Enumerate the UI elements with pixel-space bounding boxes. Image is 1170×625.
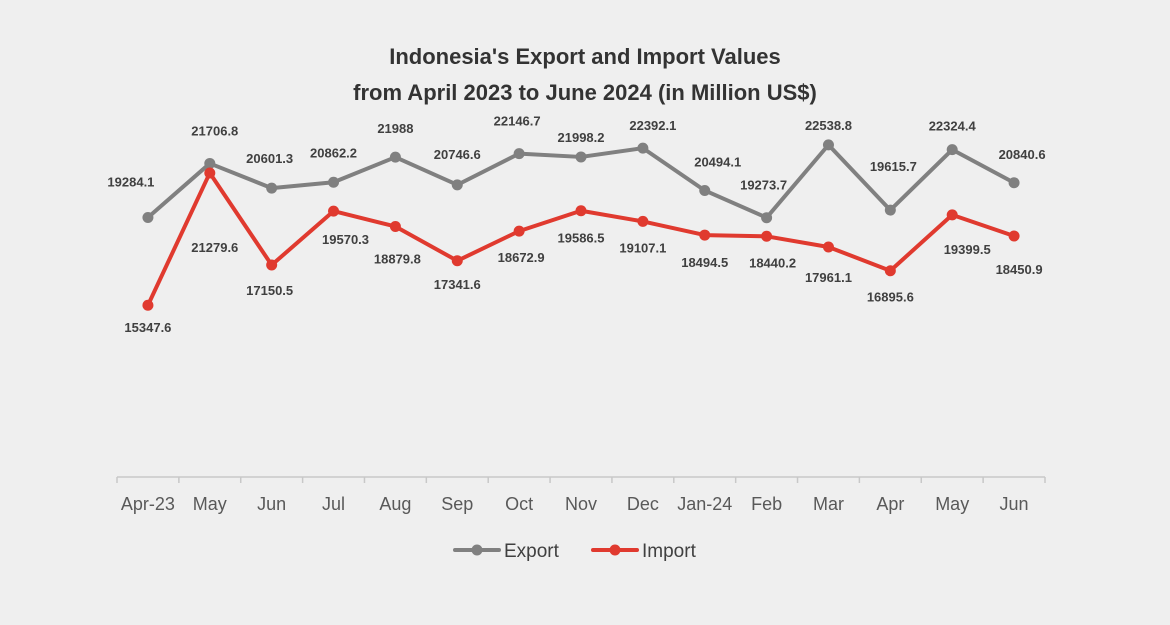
export-data-label: 22538.8	[805, 118, 852, 133]
export-data-label: 20601.3	[246, 151, 293, 166]
import-data-label: 18672.9	[498, 250, 545, 265]
import-data-label: 16895.6	[867, 290, 914, 305]
import-point	[884, 265, 896, 277]
export-data-label: 21998.2	[558, 130, 605, 145]
export-data-label: 20494.1	[694, 154, 741, 169]
import-data-label: 19570.3	[322, 232, 369, 247]
legend-label-export: Export	[504, 541, 560, 562]
export-point	[637, 142, 649, 154]
x-tick-label: Apr-23	[121, 494, 175, 514]
export-point	[699, 184, 711, 196]
export-point	[761, 212, 773, 224]
import-data-label: 18450.9	[996, 262, 1043, 277]
x-tick-label: Jan-24	[677, 494, 732, 514]
export-point	[946, 144, 958, 156]
export-data-label: 21706.8	[191, 123, 238, 138]
legend-label-import: Import	[642, 541, 697, 562]
export-data-label: 21988	[377, 121, 413, 136]
import-data-label: 19586.5	[558, 231, 605, 246]
export-point	[266, 182, 278, 194]
import-point	[637, 215, 649, 227]
x-tick-label: Feb	[751, 494, 782, 514]
chart-title-line-1: Indonesia's Export and Import Values	[389, 44, 781, 69]
legend: Export Import	[453, 541, 697, 562]
series-layer	[142, 139, 1020, 311]
import-point	[1008, 230, 1020, 242]
import-data-label: 17150.5	[246, 283, 293, 298]
export-data-label: 22146.7	[494, 114, 541, 129]
x-tick-label: Aug	[379, 494, 411, 514]
export-data-label: 19615.7	[870, 159, 917, 174]
import-point	[513, 225, 525, 237]
x-axis: Apr-23 May Jun Jul Aug Sep Oct Nov Dec Jan-24 Feb M…	[116, 476, 1046, 514]
export-point	[328, 176, 340, 188]
x-tick-label: Jun	[1000, 494, 1029, 514]
export-data-label: 20746.6	[434, 147, 481, 162]
import-data-label: 18879.8	[374, 251, 421, 266]
export-data-label: 22324.4	[929, 119, 977, 134]
x-tick-label: May	[193, 494, 227, 514]
export-point	[513, 148, 525, 160]
import-data-label: 19107.1	[619, 240, 666, 255]
import-data-label: 21279.6	[191, 240, 238, 255]
import-data-label: 18494.5	[681, 255, 728, 270]
import-point	[328, 205, 340, 217]
import-point	[699, 229, 711, 241]
import-data-label: 15347.6	[124, 320, 171, 335]
import-point	[266, 259, 278, 271]
x-tick-label: Nov	[565, 494, 597, 514]
import-point	[575, 205, 587, 217]
x-tick-label: Jun	[257, 494, 286, 514]
export-point	[822, 139, 834, 151]
import-point	[946, 209, 958, 221]
import-data-label: 18440.2	[749, 255, 796, 270]
x-tick-label: Apr	[876, 494, 904, 514]
export-point	[204, 157, 216, 169]
export-data-label: 20840.6	[999, 147, 1046, 162]
export-data-label: 19273.7	[740, 178, 787, 193]
data-labels-layer: 19284.1 21706.8 20601.3 20862.2 21988 20746.6…	[107, 114, 1045, 336]
x-tick-label: Oct	[505, 494, 533, 514]
import-point	[451, 255, 463, 267]
export-data-label: 19284.1	[107, 174, 154, 189]
import-data-label: 17961.1	[805, 270, 852, 285]
chart-title-line-2: from April 2023 to June 2024 (in Million…	[353, 80, 817, 105]
import-point	[142, 299, 154, 311]
export-point	[1008, 177, 1020, 189]
export-point	[884, 204, 896, 216]
x-tick-label: Dec	[627, 494, 659, 514]
import-point	[389, 220, 401, 232]
x-tick-label: Sep	[441, 494, 473, 514]
export-data-label: 22392.1	[629, 118, 676, 133]
import-point	[761, 230, 773, 242]
export-point	[575, 151, 587, 163]
export-point	[389, 151, 401, 163]
import-point	[204, 167, 216, 179]
export-point	[142, 211, 154, 223]
import-point	[822, 241, 834, 253]
x-tick-label: May	[935, 494, 969, 514]
export-point	[451, 179, 463, 191]
legend-marker-import	[609, 544, 621, 556]
x-tick-label: Mar	[813, 494, 844, 514]
export-data-label: 20862.2	[310, 145, 357, 160]
import-data-label: 19399.5	[944, 242, 991, 257]
legend-marker-export	[471, 544, 483, 556]
x-tick-label: Jul	[322, 494, 345, 514]
import-data-label: 17341.6	[434, 277, 481, 292]
